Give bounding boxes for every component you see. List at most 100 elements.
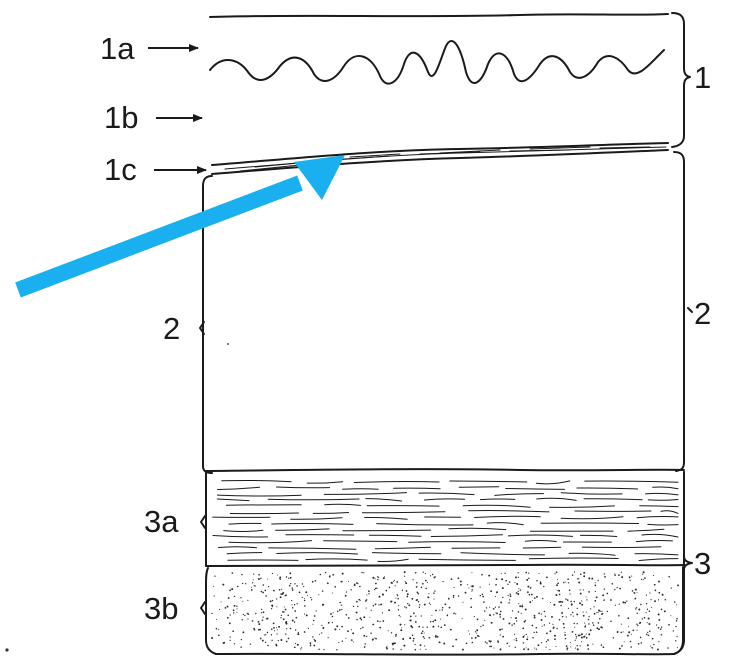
stipple-dot [259, 628, 261, 631]
stipple-dot [627, 634, 629, 637]
stipple-dot [545, 640, 548, 643]
striation-line [324, 503, 361, 506]
stipple-dot [297, 633, 300, 636]
stipple-dot [211, 612, 213, 615]
brace-tick-3a-left [200, 515, 206, 529]
stipple-dot [645, 633, 648, 636]
stipple-dot [490, 590, 492, 593]
stipple-dot [616, 631, 619, 633]
brace-layer-3 [673, 471, 693, 655]
stipple-dot [534, 647, 536, 649]
stipple-dot [295, 629, 297, 631]
stipple-dot [425, 587, 428, 590]
stipple-dot [622, 601, 625, 604]
striation-line [468, 510, 550, 513]
stipple-dot [341, 608, 343, 611]
stipple-dot [271, 604, 274, 607]
stipple-dot [555, 594, 558, 596]
stipple-dot [676, 617, 678, 620]
stipple-dot [372, 624, 374, 626]
stipple-dot [565, 581, 567, 583]
striation-line [645, 492, 679, 496]
stipple-dot [579, 589, 581, 591]
stipple-dot [240, 638, 243, 641]
stipple-dot [431, 573, 434, 576]
striation-line [418, 558, 516, 561]
stipple-dot [511, 624, 513, 626]
stipple-dot [428, 636, 431, 639]
stipple-dot [289, 572, 292, 575]
stipple-dot [378, 595, 381, 598]
stipple-dot [313, 615, 316, 617]
stipple-dot [319, 633, 321, 635]
stipple-dot [584, 625, 587, 628]
stipple-dot [425, 579, 427, 582]
stipple-dot [262, 611, 265, 614]
striation-line [267, 498, 360, 501]
stipple-dot [291, 589, 294, 591]
stipple-dot [370, 632, 372, 634]
stipple-dot [424, 573, 426, 575]
label-3-right: 3 [694, 546, 711, 581]
stipple-dot [513, 622, 516, 625]
stipple-dot [406, 593, 409, 596]
stipple-dot [428, 602, 431, 604]
stipple-dot [574, 647, 577, 649]
stipple-dot [261, 619, 264, 621]
stipple-dot [614, 573, 616, 575]
stipple-dot [278, 589, 281, 591]
stipple-dot [396, 581, 399, 583]
stipple-dot [564, 634, 566, 636]
stipple-dot [412, 640, 415, 642]
stipple-dot [496, 591, 498, 594]
stipple-dot [597, 622, 600, 624]
stipple-dot [392, 642, 395, 645]
stipple-dot [315, 610, 317, 612]
stipple-dot [340, 604, 343, 606]
stipple-dot [253, 573, 255, 575]
stipple-dot [471, 637, 473, 639]
stipple-dot [322, 627, 325, 629]
stipple-dot [474, 636, 477, 639]
stipple-dot [269, 600, 272, 603]
stipple-dot [526, 578, 529, 581]
stipple-dot [658, 618, 661, 621]
stipple-dot [647, 617, 650, 620]
stipple-dot [417, 601, 420, 603]
stipple-dot [481, 593, 484, 596]
striation-line [323, 540, 398, 543]
stipple-dot [222, 583, 225, 586]
stipple-dot [555, 645, 557, 648]
stipple-dot [636, 612, 638, 614]
stipple-dot [290, 583, 292, 585]
stipple-dot [310, 596, 312, 599]
stipple-dot [310, 599, 313, 601]
stipple-dot [504, 572, 506, 574]
stipple-dot [376, 587, 378, 590]
stipple-dot [260, 612, 263, 614]
stipple-dot [426, 581, 428, 583]
stipple-dot [405, 582, 408, 585]
stipple-dot [621, 623, 623, 625]
stipple-dot [303, 585, 305, 588]
stipple-dot [261, 639, 264, 642]
stipple-dot [527, 636, 529, 638]
stipple-dot [428, 596, 430, 599]
stipple-dot [464, 591, 467, 594]
stipple-dot [281, 611, 284, 613]
stipple-dot [376, 620, 379, 622]
striation-line [368, 534, 422, 537]
stipple-dot [606, 592, 609, 595]
striation-line [216, 494, 302, 497]
stipple-dot [305, 591, 308, 594]
stipple-dot [398, 614, 400, 617]
stipple-dot [632, 629, 635, 632]
stipple-dot [426, 626, 428, 628]
stipple-dot [493, 647, 495, 649]
stipple-dot [561, 601, 564, 603]
stipple-dot [582, 589, 584, 591]
stipple-dot [332, 592, 334, 594]
layer-2 [202, 151, 685, 474]
stipple-dot [527, 648, 530, 651]
stipple-dot [251, 620, 254, 622]
